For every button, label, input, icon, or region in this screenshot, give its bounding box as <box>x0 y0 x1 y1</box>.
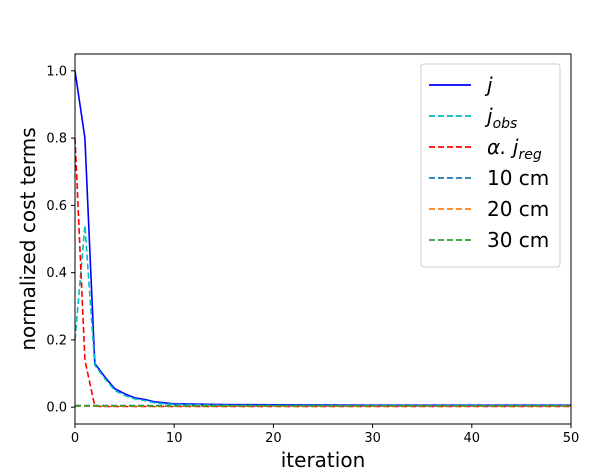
legend-box <box>420 63 561 268</box>
x-axis-label: iteration <box>281 448 366 472</box>
legend-label: 30 cm <box>487 228 549 252</box>
y-tick-label: 0.6 <box>46 199 67 214</box>
x-tick-label: 0 <box>71 431 79 446</box>
legend-label: 20 cm <box>487 197 549 221</box>
y-axis-label: normalized cost terms <box>16 127 40 350</box>
axes-frame <box>74 53 572 425</box>
plot-series <box>74 70 571 408</box>
x-tick-label: 50 <box>563 431 580 446</box>
y-axis-ticks: 0.0 0.2 0.4 0.6 0.8 1.0 <box>46 64 75 416</box>
y-tick-label: 0.0 <box>46 401 67 416</box>
x-tick-label: 30 <box>364 431 381 446</box>
y-tick-label: 0.8 <box>46 132 67 147</box>
x-axis-ticks: 0 10 20 30 40 50 <box>71 424 579 446</box>
x-tick-label: 10 <box>166 431 183 446</box>
legend: j jobs α. jreg 10 cm 20 cm 30 cm <box>420 63 561 268</box>
legend-label: 10 cm <box>487 166 549 190</box>
y-tick-label: 0.2 <box>46 333 67 348</box>
x-tick-label: 20 <box>265 431 282 446</box>
x-tick-label: 40 <box>464 431 481 446</box>
legend-label: α. jreg <box>487 135 542 163</box>
legend-label: j <box>484 73 493 97</box>
y-tick-label: 1.0 <box>46 64 67 79</box>
y-tick-label: 0.4 <box>46 266 67 281</box>
legend-label: jobs <box>484 104 517 132</box>
